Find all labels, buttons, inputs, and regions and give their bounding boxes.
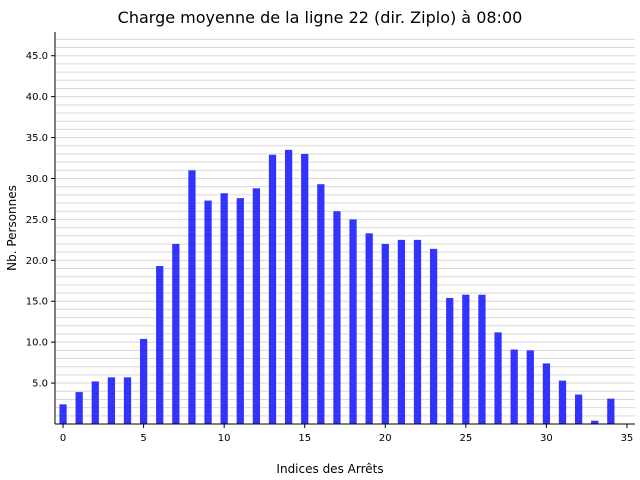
bar (172, 243, 180, 424)
x-tick-label: 35 (621, 433, 634, 444)
bar (75, 392, 83, 424)
x-tick-label: 15 (298, 433, 311, 444)
x-ticks: 0 5 10 15 20 25 30 35 (60, 424, 633, 444)
y-tick-label: 45.0 (26, 51, 48, 62)
bar (494, 332, 502, 424)
x-tick-label: 10 (218, 433, 231, 444)
bar (188, 170, 196, 424)
bar (284, 149, 293, 424)
bar (317, 184, 325, 424)
chart-title: Charge moyenne de la ligne 22 (dir. Zipl… (118, 8, 523, 27)
y-tick-label: 25.0 (26, 215, 48, 226)
bars-group (59, 149, 615, 424)
x-tick-label: 20 (379, 433, 392, 444)
y-axis-label: Nb. Personnes (5, 185, 19, 271)
y-tick-label: 10.0 (26, 338, 48, 349)
bar (139, 338, 148, 424)
bar (446, 297, 454, 424)
y-tick-label: 15.0 (26, 297, 48, 308)
bar (204, 200, 212, 424)
bar (574, 394, 583, 424)
bar (607, 398, 615, 424)
y-tick-label: 40.0 (26, 92, 48, 103)
bar (156, 266, 164, 424)
grid-lines (55, 38, 635, 417)
bar (220, 193, 228, 424)
y-tick-label: 20.0 (26, 256, 48, 267)
y-ticks: 5.0 10.0 15.0 20.0 25.0 30.0 35.0 40.0 45.0 (26, 51, 55, 390)
bar (236, 198, 244, 424)
bar (542, 363, 551, 424)
bar (59, 404, 67, 424)
bar (478, 294, 486, 424)
x-tick-label: 25 (459, 433, 472, 444)
bar (333, 211, 341, 424)
bar (526, 350, 534, 424)
x-tick-label: 5 (140, 433, 146, 444)
bar (349, 219, 357, 424)
bar (510, 349, 518, 424)
bar (462, 294, 470, 424)
bar (268, 154, 277, 424)
y-tick-label: 35.0 (26, 133, 48, 144)
y-tick-label: 5.0 (32, 379, 48, 390)
y-tick-label: 30.0 (26, 174, 48, 185)
bar (558, 380, 567, 424)
x-tick-label: 0 (60, 433, 66, 444)
bar (252, 188, 261, 424)
bar (91, 381, 99, 424)
bar (397, 239, 406, 424)
bar (107, 377, 116, 424)
bar (365, 233, 373, 424)
bar (381, 243, 389, 424)
bar (123, 377, 132, 424)
x-axis-label: Indices des Arrêts (276, 462, 383, 476)
bar (413, 239, 422, 424)
x-tick-label: 30 (540, 433, 553, 444)
bar (301, 153, 309, 424)
bar (591, 420, 599, 424)
bar (429, 248, 438, 424)
